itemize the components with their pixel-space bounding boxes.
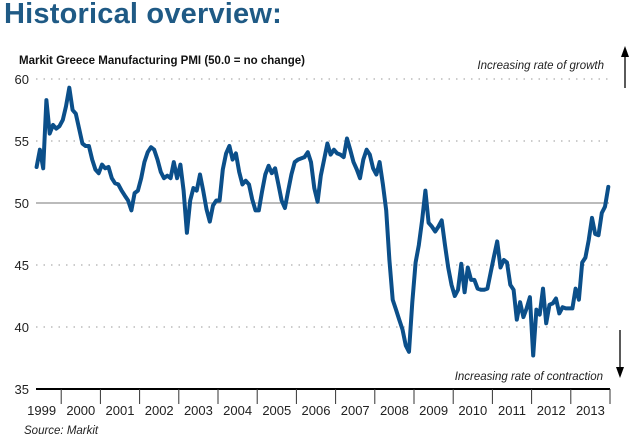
x-tick-label: 2000 bbox=[66, 403, 95, 418]
x-tick-label: 2011 bbox=[498, 403, 526, 418]
annotation-growth: Increasing rate of growth bbox=[477, 60, 604, 72]
y-tick-label: 40 bbox=[15, 320, 29, 335]
x-tick-label: 2007 bbox=[341, 403, 370, 418]
growth-arrow bbox=[621, 46, 629, 88]
x-tick-label: 2010 bbox=[458, 403, 487, 418]
page-heading: Historical overview: bbox=[4, 0, 282, 30]
x-tick-label: 2005 bbox=[262, 403, 291, 418]
x-tick-label: 2013 bbox=[576, 403, 605, 418]
x-tick-label: 1999 bbox=[27, 403, 56, 418]
x-axis: 1999 2000 2001 2002 2003 2004 2005 2006 2007 2008… bbox=[27, 388, 611, 418]
gridlines bbox=[36, 78, 609, 328]
x-tick-label: 2009 bbox=[419, 403, 448, 418]
y-tick-label: 45 bbox=[15, 258, 29, 273]
x-tick-label: 2006 bbox=[302, 403, 331, 418]
y-tick-label: 50 bbox=[15, 196, 29, 211]
series-line-pmi bbox=[34, 85, 611, 358]
x-tick-label: 2004 bbox=[223, 403, 252, 418]
chart-title: Markit Greece Manufacturing PMI (50.0 = … bbox=[19, 55, 305, 67]
x-tick-label: 2002 bbox=[145, 403, 174, 418]
x-tick-label: 2003 bbox=[184, 403, 213, 418]
annotation-contraction: Increasing rate of contraction bbox=[455, 371, 603, 383]
y-tick-label: 60 bbox=[15, 72, 29, 87]
y-tick-label: 55 bbox=[15, 134, 29, 149]
contraction-arrow bbox=[616, 330, 624, 378]
x-tick-label: 2001 bbox=[106, 403, 135, 418]
source-note: Source: Markit bbox=[24, 425, 99, 437]
y-tick-label: 35 bbox=[15, 382, 29, 397]
x-tick-label: 2008 bbox=[380, 403, 409, 418]
x-tick-label: 2012 bbox=[537, 403, 566, 418]
y-axis-tick-labels: 35 40 45 50 55 60 bbox=[15, 72, 29, 397]
